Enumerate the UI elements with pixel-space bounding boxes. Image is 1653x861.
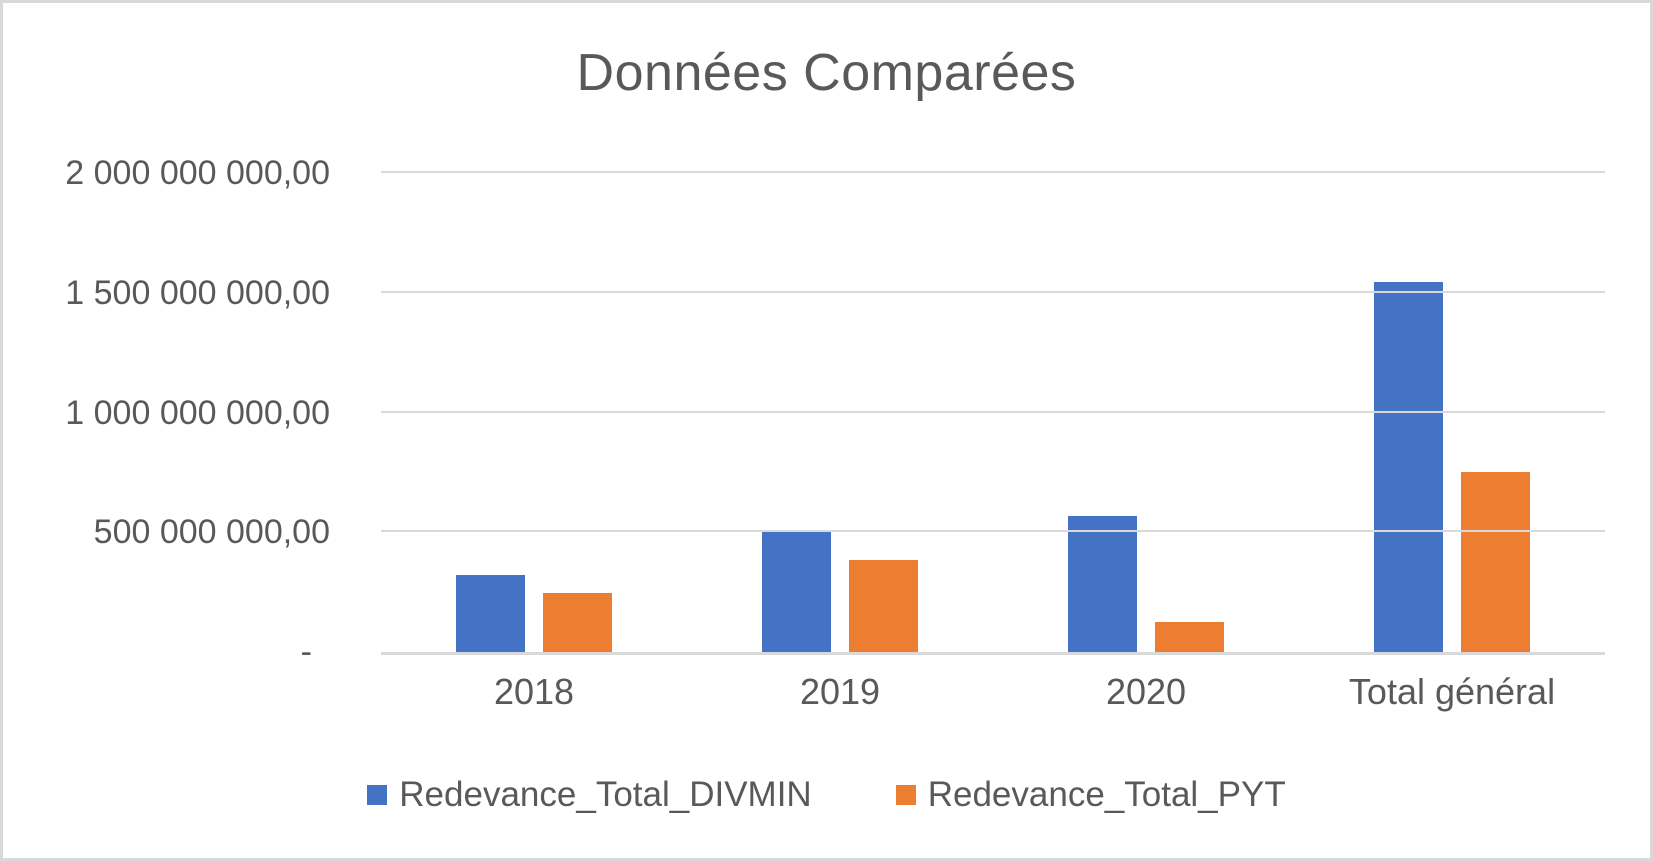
bar-divmin <box>762 532 831 652</box>
bar-group <box>381 173 687 652</box>
gridline <box>381 171 1605 173</box>
gridline <box>381 290 1605 293</box>
legend-swatch-icon <box>895 785 916 805</box>
plot-area <box>381 171 1605 655</box>
y-axis-tick-label: 1 500 000 000,00 <box>65 273 330 312</box>
x-axis-category-label: 2020 <box>1105 671 1187 712</box>
y-axis-tick-label: 1 000 000 000,00 <box>65 393 330 432</box>
y-axis-tick-label: 500 000 000,00 <box>93 513 330 552</box>
x-axis-category-label: Total général <box>1348 671 1556 712</box>
gridline <box>381 530 1605 533</box>
y-axis-tick-label: 2 000 000 000,00 <box>65 154 330 192</box>
y-axis-tick-label: - <box>300 633 312 671</box>
bar-pyt <box>1155 622 1224 652</box>
x-axis-category-label: 2018 <box>493 671 575 712</box>
legend: Redevance_Total_DIVMIN Redevance_Total_PY… <box>3 775 1650 815</box>
legend-item: Redevance_Total_PYT <box>895 775 1286 815</box>
bar-divmin <box>1068 515 1137 652</box>
chart-title: Données Comparées <box>576 44 1077 102</box>
x-axis-category-label: 2019 <box>799 671 881 712</box>
bar-divmin <box>1374 281 1443 652</box>
y-axis-labels: - 500 000 000,00 1 000 000 000,00 1 500 000… <box>3 3 330 858</box>
bar-pyt <box>1461 472 1530 652</box>
bar-divmin <box>456 575 525 652</box>
bar-group <box>1299 173 1605 652</box>
x-axis-labels: 2018 2019 2020 Total général <box>381 671 1605 721</box>
bar-group <box>687 173 993 652</box>
gridline <box>381 410 1605 413</box>
legend-swatch-icon <box>367 785 388 805</box>
legend-label: Redevance_Total_DIVMIN <box>399 775 812 814</box>
bar-groups <box>381 173 1605 652</box>
bar-pyt <box>543 593 612 652</box>
legend-item: Redevance_Total_DIVMIN <box>367 775 812 815</box>
bar-pyt <box>849 559 918 652</box>
bar-group <box>993 173 1299 652</box>
legend-label: Redevance_Total_PYT <box>927 775 1286 814</box>
